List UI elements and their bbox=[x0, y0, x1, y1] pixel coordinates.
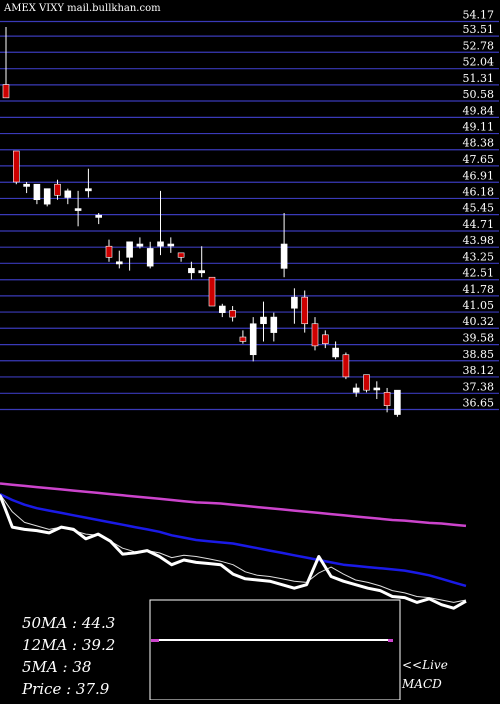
candle-body bbox=[260, 316, 267, 325]
ma50-stat: 50MA : 44.3 bbox=[22, 614, 116, 632]
candle-body bbox=[85, 188, 92, 192]
moving-average-panel bbox=[0, 482, 467, 610]
y-tick-label: 46.91 bbox=[463, 169, 495, 182]
candle-body bbox=[105, 245, 113, 258]
candle-body bbox=[229, 310, 236, 318]
macd-frame bbox=[149, 599, 401, 701]
candle-body bbox=[332, 347, 339, 358]
candle-body bbox=[136, 243, 144, 247]
y-tick-label: 49.84 bbox=[463, 104, 495, 117]
y-tick-label: 44.71 bbox=[463, 218, 495, 231]
macd-live-label: <<Live bbox=[402, 658, 448, 672]
candle-body bbox=[74, 208, 82, 211]
price-line bbox=[0, 494, 467, 610]
y-tick-label: 45.45 bbox=[463, 202, 495, 215]
y-tick-label: 37.38 bbox=[463, 380, 495, 393]
ma50-line bbox=[0, 482, 467, 528]
y-tick-label: 50.58 bbox=[463, 88, 495, 101]
candle-body bbox=[177, 252, 185, 258]
candle-body bbox=[2, 84, 10, 99]
y-tick-label: 39.58 bbox=[463, 332, 495, 345]
candle-body bbox=[208, 276, 216, 307]
candle-body bbox=[54, 183, 61, 196]
candle-body bbox=[23, 183, 30, 187]
ma12-line bbox=[0, 492, 467, 588]
y-tick-label: 43.25 bbox=[463, 250, 495, 263]
candle-body bbox=[321, 334, 329, 344]
candle-body bbox=[33, 183, 41, 201]
y-tick-label: 40.32 bbox=[463, 315, 495, 328]
candle-body bbox=[311, 323, 319, 347]
candle-body bbox=[198, 270, 205, 274]
candle-body bbox=[167, 243, 175, 247]
macd-panel bbox=[149, 599, 401, 701]
candle-body bbox=[394, 389, 401, 415]
candle-body bbox=[352, 387, 360, 393]
candle-body bbox=[64, 190, 72, 198]
candle-body bbox=[188, 268, 195, 274]
y-tick-label: 43.98 bbox=[463, 234, 495, 247]
macd-label: MACD bbox=[402, 677, 442, 691]
price-stat: Price : 37.9 bbox=[22, 680, 110, 698]
candle-body bbox=[239, 336, 247, 342]
candle-body bbox=[95, 214, 102, 218]
candle-body bbox=[249, 323, 257, 356]
candle-body bbox=[13, 150, 20, 183]
y-tick-label: 52.04 bbox=[463, 56, 495, 69]
y-tick-label: 36.65 bbox=[463, 397, 495, 410]
y-tick-label: 52.78 bbox=[463, 39, 495, 52]
y-tick-label: 47.65 bbox=[463, 153, 495, 166]
y-tick-label: 49.11 bbox=[463, 121, 495, 134]
y-tick-label: 41.78 bbox=[463, 283, 495, 296]
ma12-stat: 12MA : 39.2 bbox=[22, 636, 116, 654]
macd-end-marker bbox=[388, 639, 393, 642]
candle-body bbox=[146, 248, 154, 267]
candle-body bbox=[342, 354, 350, 378]
candle-body bbox=[363, 374, 370, 391]
y-tick-label: 51.31 bbox=[463, 72, 495, 85]
candle-body bbox=[383, 392, 391, 406]
candle-body bbox=[116, 261, 123, 265]
y-tick-label: 38.85 bbox=[463, 348, 495, 361]
candle-body bbox=[373, 387, 381, 391]
y-tick-label: 46.18 bbox=[463, 185, 495, 198]
ma5-line bbox=[0, 493, 467, 603]
grid-lines bbox=[0, 20, 499, 411]
y-tick-label: 54.17 bbox=[463, 9, 495, 22]
candle-body bbox=[270, 316, 278, 333]
y-tick-label: 38.12 bbox=[463, 364, 495, 377]
candles bbox=[2, 26, 401, 417]
candle-body bbox=[301, 296, 309, 325]
chart-title: AMEX VIXY mail.bullkhan.com bbox=[4, 3, 161, 14]
candle-body bbox=[291, 296, 298, 309]
candle-body bbox=[157, 241, 164, 247]
candle-body bbox=[43, 188, 51, 205]
candle-body bbox=[280, 243, 288, 269]
ma5-stat: 5MA : 38 bbox=[22, 658, 92, 676]
candle-body bbox=[219, 305, 226, 313]
macd-marker bbox=[151, 639, 159, 642]
y-tick-label: 42.51 bbox=[463, 267, 495, 280]
candle-body bbox=[126, 241, 133, 258]
y-tick-label: 48.38 bbox=[463, 137, 495, 150]
y-tick-label: 53.51 bbox=[463, 23, 495, 36]
y-tick-label: 41.05 bbox=[463, 299, 495, 312]
